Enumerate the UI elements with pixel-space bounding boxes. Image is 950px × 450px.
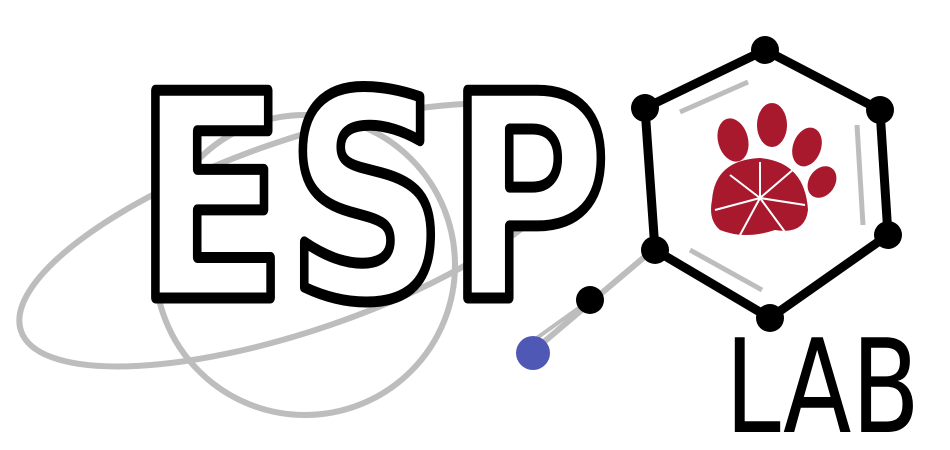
logo-name: ESP	[135, 34, 610, 366]
atom	[576, 286, 604, 314]
orbit	[16, 100, 584, 370]
logo-suffix: LAB	[725, 311, 920, 450]
orbit-circle	[152, 112, 458, 418]
paw-lines	[714, 162, 806, 236]
double-bond	[688, 247, 764, 293]
paw	[711, 103, 837, 235]
blue-atom	[516, 336, 550, 370]
double-bond	[854, 124, 866, 226]
hexagon-nodes	[631, 36, 902, 332]
double-bond	[678, 79, 750, 115]
